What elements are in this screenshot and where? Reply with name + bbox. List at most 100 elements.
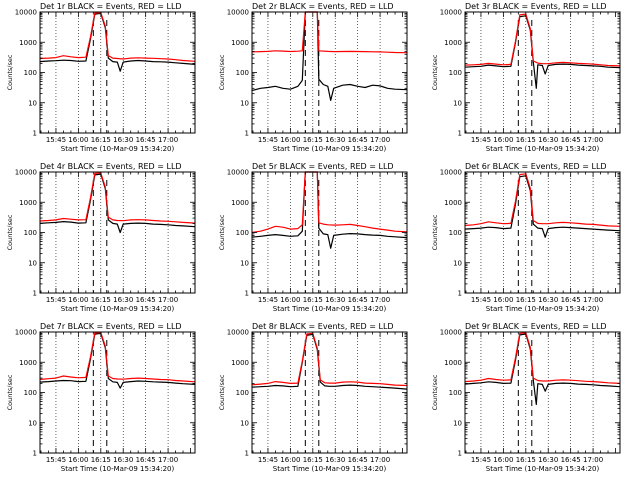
y-tick-label: 1000 [444, 199, 462, 207]
panel-det-5: 15:45 16:00 16:15 16:30 16:45 17:00 1 10 100 1000… [218, 162, 408, 313]
x-tick-label: 16:00 [280, 136, 300, 144]
x-tick-label: 16:30 [325, 136, 345, 144]
x-tick-label: 16:15 [91, 456, 111, 464]
plot-frame [251, 11, 408, 134]
y-tick-label: 10 [453, 259, 462, 267]
x-tick-label: 16:15 [303, 136, 323, 144]
x-axis-label: Start Time (10-Mar-09 15:34:20) [273, 145, 387, 153]
x-tick-label: 17:00 [158, 296, 178, 304]
y-tick-label: 100 [24, 69, 37, 77]
x-tick-label: 15:45 [46, 136, 66, 144]
panel-title: Det 2r BLACK = Events, RED = LLD [252, 2, 394, 11]
plot-frame [464, 11, 621, 134]
plot-frame [39, 171, 196, 294]
panel-title: Det 1r BLACK = Events, RED = LLD [40, 2, 182, 11]
x-tick-label: 16:30 [325, 296, 345, 304]
panel-det-1: 15:45 16:00 16:15 16:30 16:45 17:00 1 10 100 1000… [6, 2, 196, 153]
y-tick-label: 1000 [444, 39, 462, 47]
y-tick-label: 10 [28, 419, 37, 427]
x-tick-label: 16:45 [561, 296, 581, 304]
x-tick-label: 16:30 [538, 136, 558, 144]
x-tick-label: 17:00 [158, 456, 178, 464]
y-tick-label: 10 [453, 419, 462, 427]
panel-title: Det 9r BLACK = Events, RED = LLD [465, 322, 607, 331]
x-tick-label: 16:00 [68, 296, 88, 304]
y-tick-label: 100 [449, 389, 462, 397]
x-axis-label: Start Time (10-Mar-09 15:34:20) [61, 145, 175, 153]
events-series-line [39, 332, 196, 389]
y-tick-label: 1 [458, 290, 462, 298]
x-tick-label: 15:45 [258, 136, 278, 144]
y-tick-label: 10000 [15, 9, 37, 17]
y-tick-label: 100 [449, 69, 462, 77]
y-axis-label: Counts/sec [431, 374, 439, 410]
x-tick-label: 17:00 [583, 136, 603, 144]
y-tick-label: 10000 [227, 169, 249, 177]
panel-det-8: 15:45 16:00 16:15 16:30 16:45 17:00 1 10 100 1000… [218, 322, 408, 473]
lld-series-line [464, 13, 621, 67]
x-tick-label: 16:15 [516, 136, 536, 144]
x-tick-label: 17:00 [370, 136, 390, 144]
x-tick-label: 16:30 [538, 456, 558, 464]
panel-det-6: 15:45 16:00 16:15 16:30 16:45 17:00 1 10 100 1000… [431, 162, 621, 313]
x-tick-label: 15:45 [471, 136, 491, 144]
x-tick-label: 17:00 [370, 456, 390, 464]
y-tick-label: 10000 [15, 169, 37, 177]
x-tick-label: 16:00 [493, 296, 513, 304]
panel-det-3: 15:45 16:00 16:15 16:30 16:45 17:00 1 10 100 1000… [431, 2, 621, 153]
y-tick-label: 10 [240, 99, 249, 107]
y-tick-label: 1000 [231, 39, 249, 47]
y-tick-label: 1000 [231, 199, 249, 207]
panel-title: Det 6r BLACK = Events, RED = LLD [465, 162, 607, 171]
y-tick-label: 1000 [231, 359, 249, 367]
y-axis-label: Counts/sec [218, 54, 226, 90]
x-axis-label: Start Time (10-Mar-09 15:34:20) [486, 305, 600, 313]
y-tick-label: 1000 [19, 359, 37, 367]
plot-frame [251, 331, 408, 454]
y-tick-label: 1 [33, 130, 37, 138]
panel-title: Det 4r BLACK = Events, RED = LLD [40, 162, 182, 171]
y-axis-label: Counts/sec [6, 214, 14, 250]
plot-frame [464, 331, 621, 454]
x-tick-label: 16:45 [136, 456, 156, 464]
y-tick-label: 10 [240, 259, 249, 267]
y-tick-label: 1 [458, 450, 462, 458]
x-tick-label: 15:45 [471, 456, 491, 464]
y-tick-label: 10 [453, 99, 462, 107]
x-tick-label: 16:30 [325, 456, 345, 464]
panel-title: Det 5r BLACK = Events, RED = LLD [252, 162, 394, 171]
x-tick-label: 16:15 [91, 136, 111, 144]
y-tick-label: 10000 [227, 329, 249, 337]
panel-title: Det 7r BLACK = Events, RED = LLD [40, 322, 182, 331]
events-series-line [251, 11, 408, 101]
x-tick-label: 16:00 [493, 136, 513, 144]
panel-title: Det 3r BLACK = Events, RED = LLD [465, 2, 607, 11]
x-tick-label: 16:00 [280, 296, 300, 304]
x-tick-label: 16:15 [516, 296, 536, 304]
lld-series-line [39, 172, 196, 224]
x-tick-label: 16:45 [136, 296, 156, 304]
y-tick-label: 10000 [440, 169, 462, 177]
x-tick-label: 16:45 [348, 296, 368, 304]
x-tick-label: 16:30 [538, 296, 558, 304]
x-tick-label: 17:00 [370, 296, 390, 304]
y-tick-label: 1 [245, 130, 249, 138]
plot-frame [464, 171, 621, 294]
x-tick-label: 16:00 [493, 456, 513, 464]
plot-frame [251, 171, 408, 294]
x-axis-label: Start Time (10-Mar-09 15:34:20) [61, 465, 175, 473]
x-tick-label: 16:45 [561, 456, 581, 464]
y-tick-label: 1 [245, 290, 249, 298]
y-tick-label: 1 [33, 450, 37, 458]
x-tick-label: 15:45 [46, 296, 66, 304]
panel-det-4: 15:45 16:00 16:15 16:30 16:45 17:00 1 10 100 1000… [6, 162, 196, 313]
y-axis-label: Counts/sec [431, 54, 439, 90]
lld-series-line [39, 331, 196, 383]
x-tick-label: 17:00 [158, 136, 178, 144]
lld-series-line [251, 11, 408, 54]
x-tick-label: 16:15 [303, 456, 323, 464]
x-tick-label: 16:30 [113, 456, 133, 464]
y-tick-label: 1 [245, 450, 249, 458]
y-tick-label: 10000 [227, 9, 249, 17]
